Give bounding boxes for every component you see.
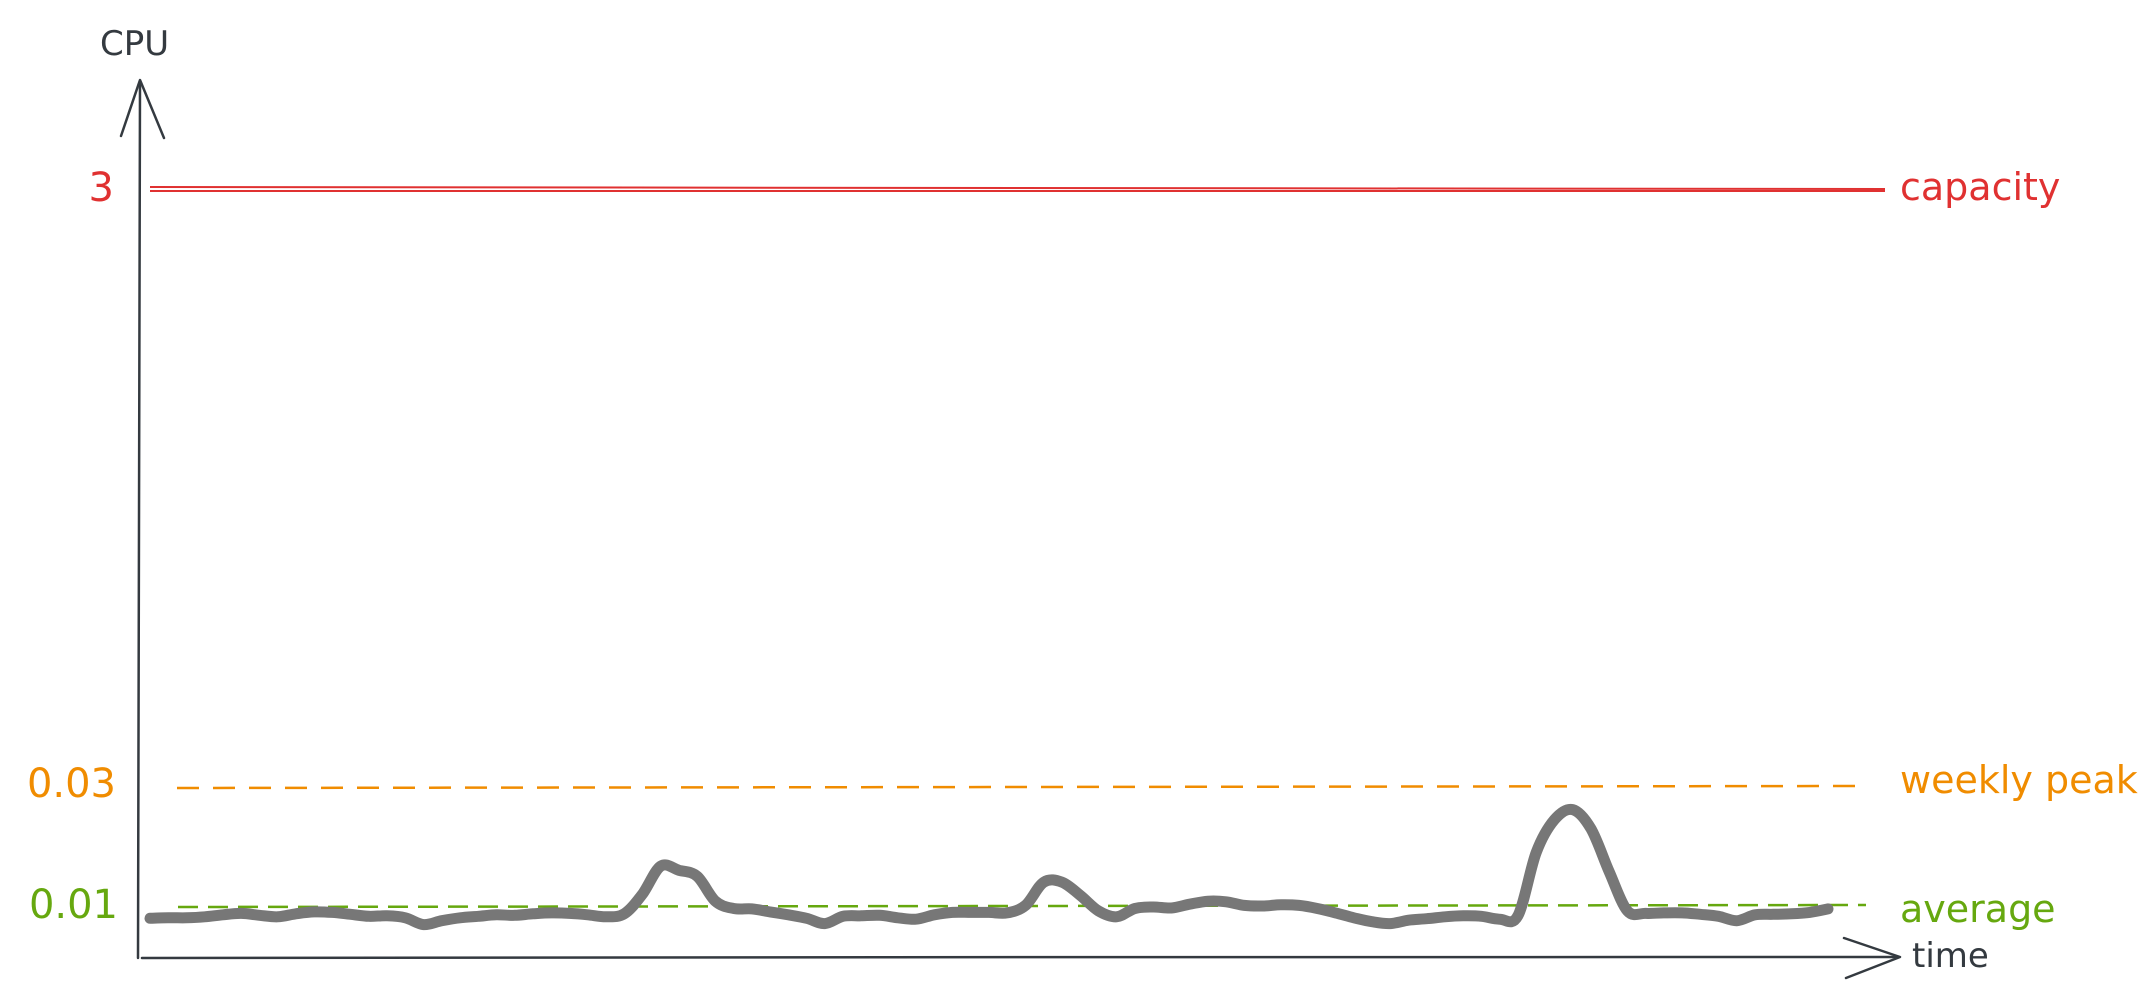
x-axis-line bbox=[140, 955, 1900, 960]
capacity-label: capacity bbox=[1900, 165, 2060, 209]
cpu-series-line bbox=[144, 803, 1834, 931]
reference-line-capacity: 3 capacity bbox=[89, 165, 2061, 211]
axes bbox=[119, 78, 1902, 980]
average-value-label: 0.01 bbox=[29, 882, 118, 928]
weekly-peak-line bbox=[176, 784, 1869, 790]
capacity-line bbox=[149, 186, 1886, 192]
average-label: average bbox=[1900, 887, 2056, 931]
x-axis-title: time bbox=[1912, 936, 1989, 976]
reference-line-average: 0.01 average bbox=[29, 882, 2056, 931]
x-axis-arrowhead bbox=[1842, 936, 1902, 980]
y-axis-line bbox=[136, 80, 142, 960]
weekly-peak-label: weekly peak bbox=[1900, 758, 2138, 802]
capacity-value-label: 3 bbox=[89, 165, 114, 211]
y-axis-title: CPU bbox=[100, 24, 169, 64]
weekly-peak-value-label: 0.03 bbox=[27, 761, 116, 807]
reference-line-weekly-peak: 0.03 weekly peak bbox=[27, 758, 2138, 807]
y-axis-arrowhead bbox=[119, 78, 166, 140]
